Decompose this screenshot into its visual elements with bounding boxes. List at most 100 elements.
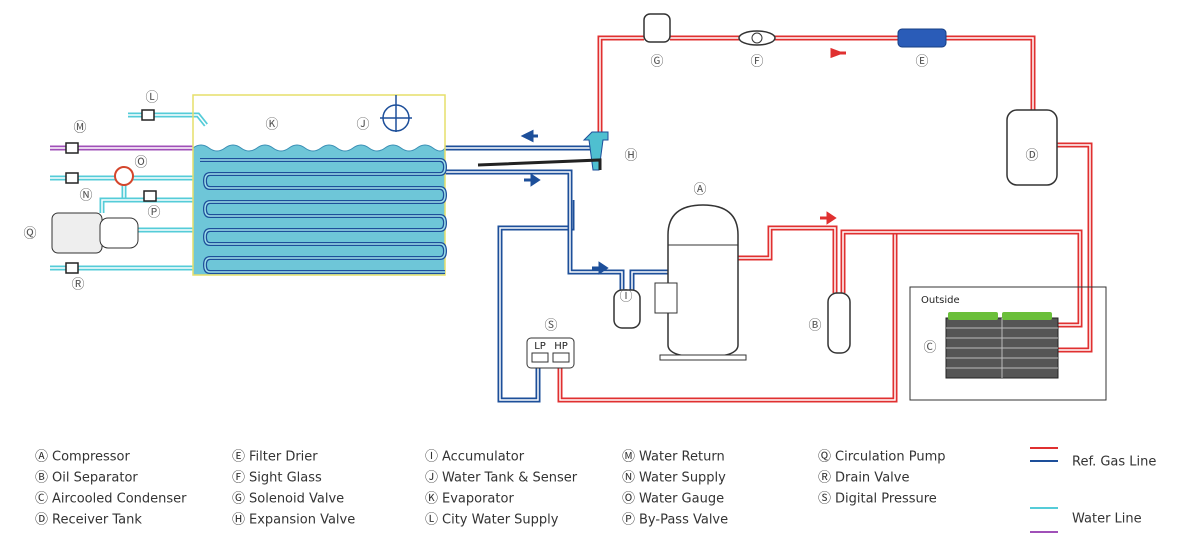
legend-mark: Ⓢ [818, 492, 831, 507]
legend-label: Solenoid Valve [249, 492, 344, 507]
legend-label: Oil Separator [52, 471, 138, 486]
water-pipe [128, 115, 206, 125]
legend-mark: Ⓐ [35, 450, 48, 465]
legend-label: Compressor [52, 450, 131, 465]
receiver-tank [1007, 110, 1057, 185]
callout: Ⓠ [23, 227, 36, 242]
callout: Ⓗ [624, 149, 637, 164]
ref-gas-pipe [738, 228, 835, 293]
legend-label: Water Return [639, 450, 725, 465]
legend-label: Aircooled Condenser [52, 492, 187, 507]
solenoid-valve [644, 14, 670, 42]
ref-gas-pipe-inner [946, 38, 1033, 110]
callout: Ⓢ [544, 319, 557, 334]
ref-suction-pipe-inner [445, 172, 622, 290]
legend-mark: Ⓖ [232, 492, 245, 507]
water-valve [66, 173, 78, 183]
water-valve [144, 191, 156, 201]
legend-mark: Ⓕ [232, 471, 245, 486]
callout: Ⓝ [79, 189, 92, 204]
callout: Ⓕ [750, 55, 763, 70]
ref-gas-pipe-inner [843, 232, 1080, 325]
legend-mark: Ⓓ [35, 513, 48, 528]
ref-gas-pipe [946, 38, 1033, 110]
water-valve [66, 263, 78, 273]
legend-mark: Ⓚ [425, 492, 438, 507]
flow-arrow [524, 176, 538, 184]
callout: Ⓐ [693, 183, 706, 198]
ref-gas-pipe-inner [1057, 145, 1090, 350]
flow-arrow [524, 132, 538, 140]
legend-label: Circulation Pump [835, 450, 946, 465]
legend-mark: Ⓗ [232, 513, 245, 528]
water-valve [66, 143, 78, 153]
legend-mark: Ⓟ [622, 513, 635, 528]
hp-window [553, 353, 569, 362]
callout: Ⓓ [1025, 149, 1038, 164]
callout: Ⓜ [73, 121, 86, 136]
condenser-fan [1002, 312, 1052, 320]
water-gauge [115, 167, 133, 185]
legend-mark: Ⓜ [622, 450, 635, 465]
callout: Ⓞ [134, 156, 147, 171]
callout: Ⓡ [71, 278, 84, 293]
diagram: LP HP Outside Ref. Gas Line Water Line Ⓐ… [0, 0, 1189, 534]
legend-line-label: Ref. Gas Line [1072, 455, 1156, 470]
legend-label: Water Tank & Senser [442, 471, 578, 486]
condenser-fan [948, 312, 998, 320]
legend-label: Drain Valve [835, 471, 909, 486]
water [193, 145, 445, 275]
legend-mark: Ⓑ [35, 471, 48, 486]
compressor [668, 205, 738, 357]
callout: Ⓚ [265, 118, 278, 133]
legend-mark: Ⓔ [232, 450, 245, 465]
ref-gas-pipe [843, 232, 1080, 325]
lp-label: LP [534, 341, 546, 352]
legend-mark: Ⓘ [425, 450, 438, 465]
ref-gas-pipe [600, 38, 644, 132]
legend-label: Digital Pressure [835, 492, 937, 507]
outside-label: Outside [921, 295, 960, 306]
legend-mark: Ⓒ [35, 492, 48, 507]
ref-gas-pipe-inner [600, 38, 644, 132]
lp-window [532, 353, 548, 362]
legend-label: Water Gauge [639, 492, 724, 507]
flow-arrow [832, 50, 846, 56]
water-valve [142, 110, 154, 120]
legend-mark: Ⓝ [622, 471, 635, 486]
legend-label: Receiver Tank [52, 513, 142, 528]
legend-label: Filter Drier [249, 450, 318, 465]
legend-label: Sight Glass [249, 471, 322, 486]
callout: Ⓔ [915, 55, 928, 70]
flow-arrow [820, 214, 834, 222]
legend-label: Water Supply [639, 471, 726, 486]
legend-mark: Ⓙ [425, 471, 438, 486]
filter-drier [898, 29, 946, 47]
callout: Ⓖ [650, 55, 663, 70]
legend-label: Accumulator [442, 450, 525, 465]
legend-line-label: Water Line [1072, 512, 1142, 527]
callout: Ⓙ [356, 118, 369, 133]
callout: Ⓛ [145, 91, 158, 106]
sensing-line [478, 160, 600, 170]
legend-label: City Water Supply [442, 513, 559, 528]
legend-mark: Ⓞ [622, 492, 635, 507]
callout: Ⓟ [147, 206, 160, 221]
callout: Ⓘ [619, 290, 632, 305]
pump-motor [52, 213, 102, 253]
ref-gas-pipe [1057, 145, 1090, 350]
legend-mark: Ⓛ [425, 513, 438, 528]
pump-head [100, 218, 138, 248]
legend-mark: Ⓠ [818, 450, 831, 465]
expansion-valve [584, 132, 608, 170]
callout: Ⓑ [808, 319, 821, 334]
compressor-base [660, 355, 746, 360]
sight-glass-window [752, 33, 762, 43]
hp-label: HP [554, 341, 568, 352]
callout: Ⓒ [923, 341, 936, 356]
compressor-box [655, 283, 677, 313]
legend-mark: Ⓡ [818, 471, 831, 486]
legend-label: Evaporator [442, 492, 514, 507]
legend-label: Expansion Valve [249, 513, 355, 528]
oil-separator [828, 293, 850, 353]
